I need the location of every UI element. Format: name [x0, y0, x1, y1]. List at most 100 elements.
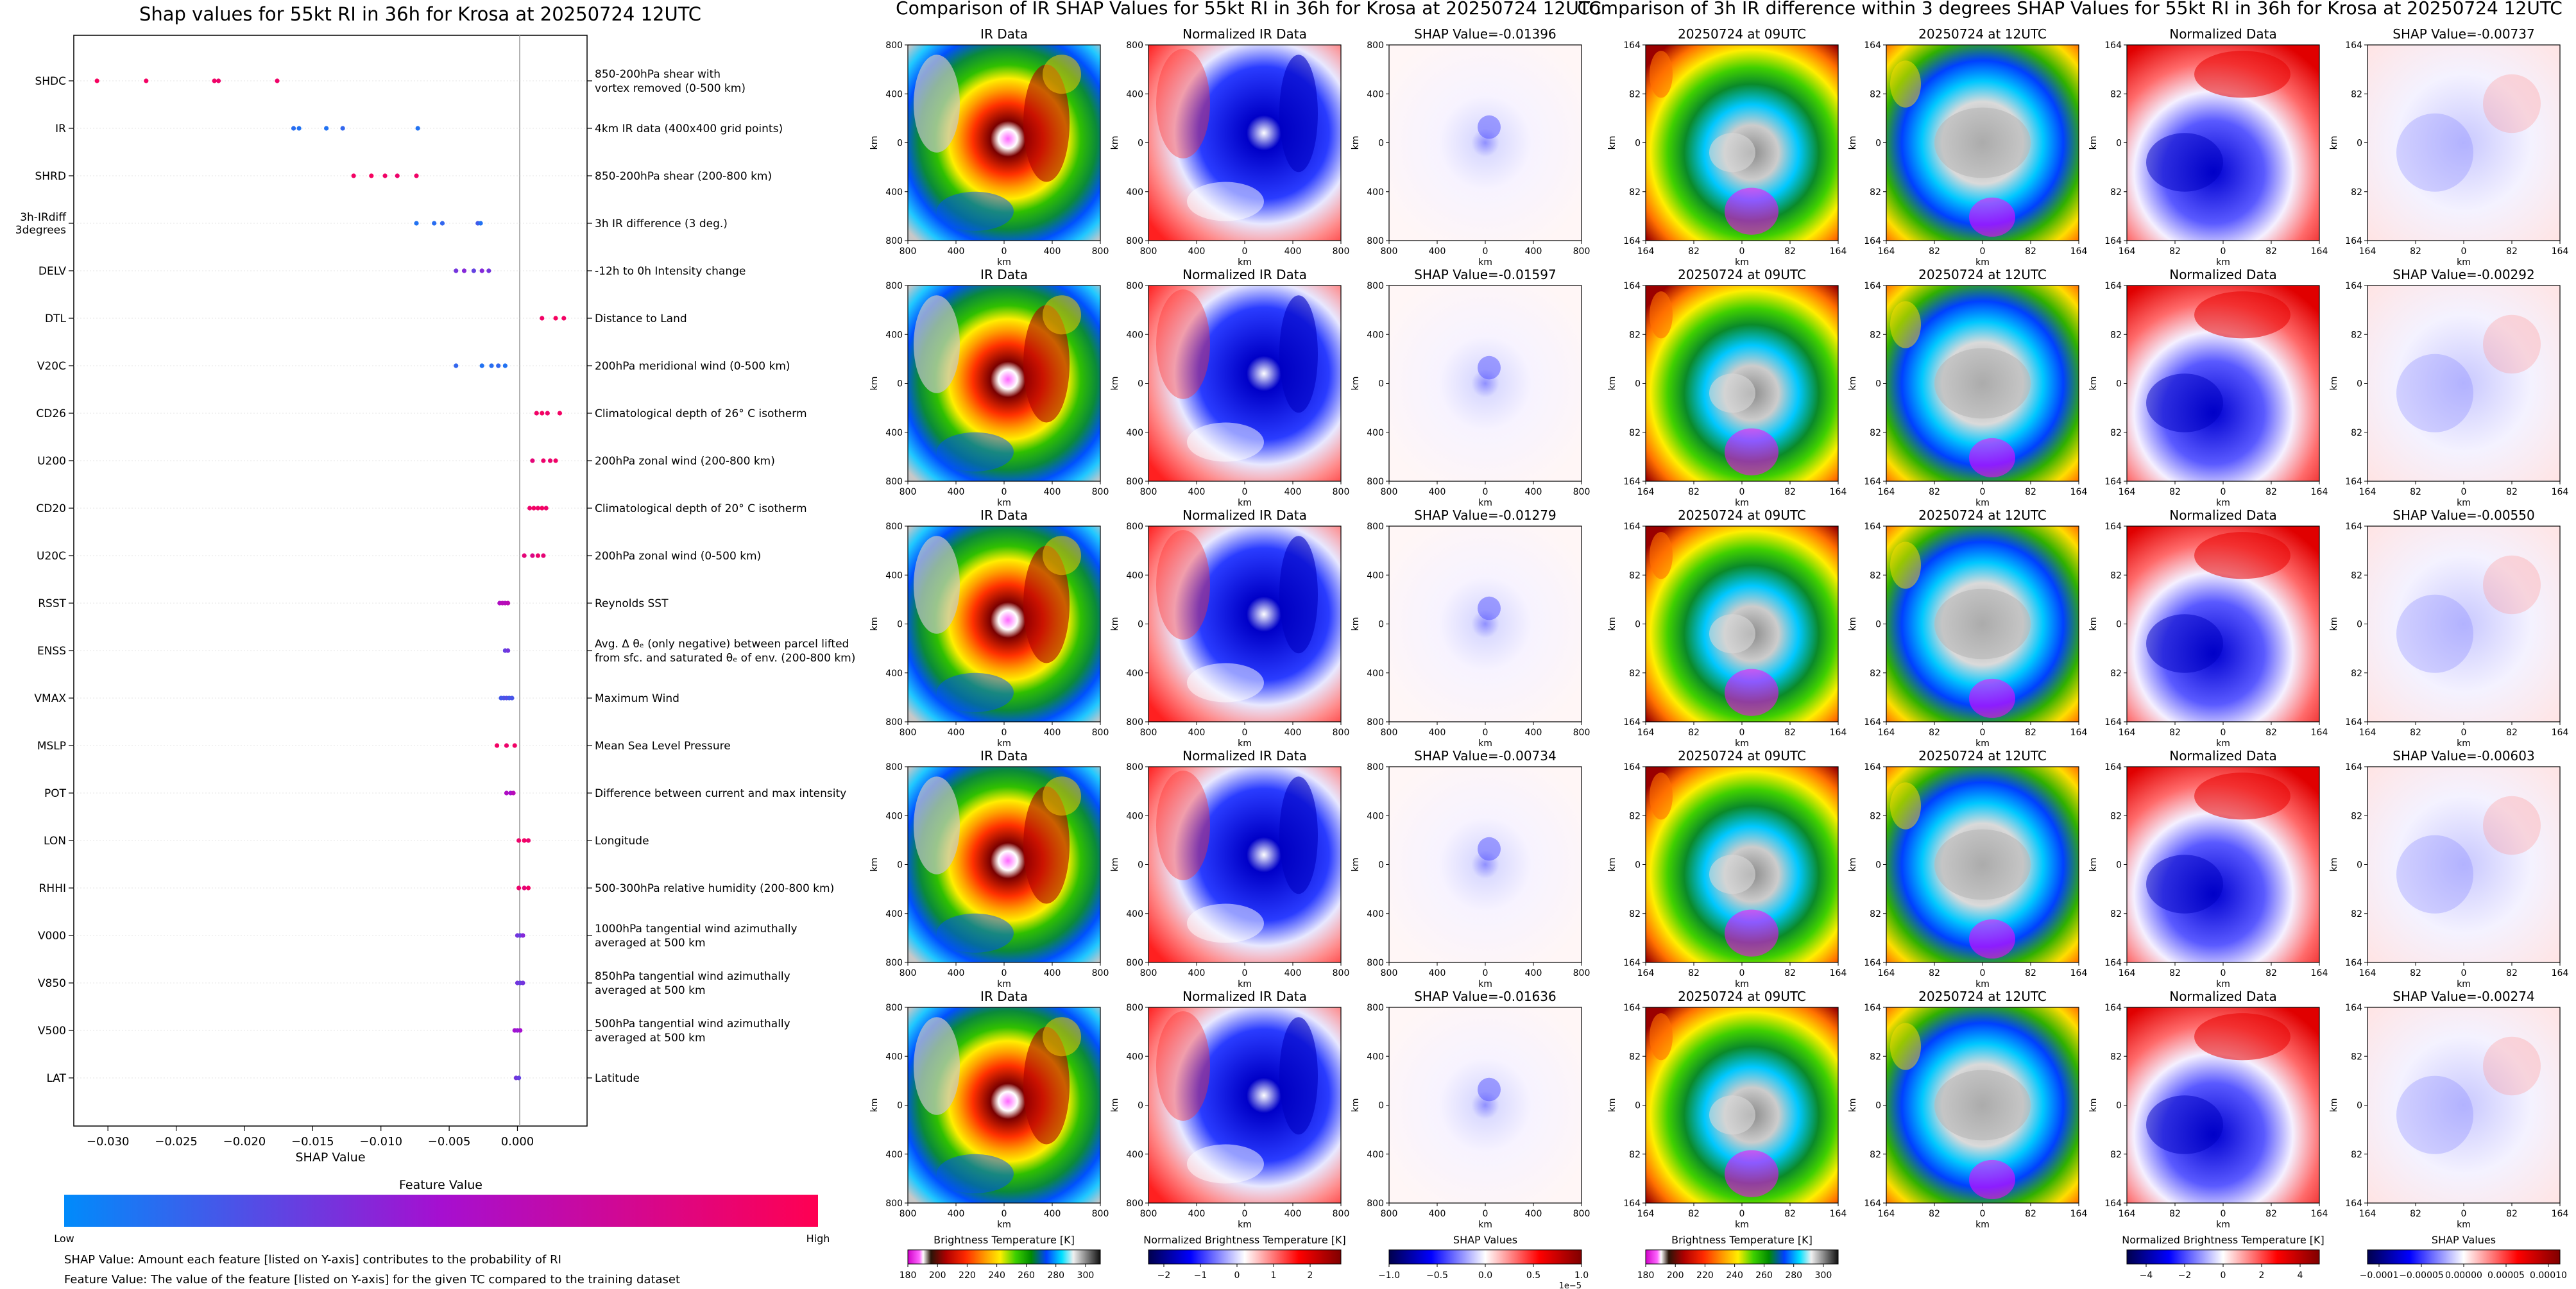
x-tick-label: 0 [1739, 968, 1745, 978]
feature-code-label: SHRD [35, 170, 66, 183]
shap-point [504, 790, 509, 796]
subplot-title: 20250724 at 09UTC [1678, 508, 1806, 523]
y-tick-label: 400 [1367, 89, 1384, 99]
x-tick-label: 800 [900, 1209, 917, 1219]
x-tick-label: 0 [1483, 1209, 1488, 1219]
cloud-feature [1709, 614, 1755, 654]
y-tick-label: 800 [1126, 762, 1143, 773]
cloud-feature [2146, 855, 2223, 914]
feature-description-label: 850hPa tangential wind azimuthally [595, 970, 790, 983]
colorbar-tick-label: −0.0001 [2360, 1270, 2399, 1281]
x-tick-label: 800 [1381, 728, 1398, 738]
shap-point [525, 838, 531, 843]
x-tick-label: 0 [1483, 968, 1488, 978]
y-tick-label: 800 [885, 762, 903, 773]
y-tick-label: 400 [1126, 428, 1143, 438]
y-tick-label: 400 [1367, 428, 1384, 438]
x-tick-label: 800 [1333, 246, 1350, 257]
diff-shap-image [2367, 44, 2561, 241]
cloud-feature [1023, 305, 1070, 423]
y-tick-label: 0 [1138, 1101, 1143, 1111]
shap-point [505, 648, 511, 653]
shap-point [540, 316, 545, 321]
ir-shap-image [1388, 766, 1582, 963]
cloud-feature [1023, 786, 1070, 904]
y-tick-label: 800 [1367, 958, 1384, 968]
x-tick-label: 0 [2461, 487, 2467, 497]
cloud-feature [1023, 64, 1070, 182]
colorbar-tick-label: 180 [1637, 1270, 1655, 1281]
colorbar-tick-label: 280 [1785, 1270, 1802, 1281]
subplot-title: 20250724 at 12UTC [1918, 508, 2047, 523]
subplot-title: IR Data [980, 267, 1028, 282]
x-tick-label: 82 [2169, 968, 2181, 978]
x-tick-label: 82 [2265, 728, 2277, 738]
subplot-title: IR Data [980, 26, 1028, 42]
y-tick-label: 164 [1623, 477, 1641, 487]
colorbar-tick-label: 280 [1047, 1270, 1064, 1281]
y-tick-label: 164 [1864, 1003, 1881, 1013]
x-tick-label: 82 [2265, 246, 2277, 257]
shap-point [547, 458, 553, 463]
y-tick-label: 0 [1875, 139, 1881, 149]
y-tick-label: 82 [2351, 428, 2362, 438]
x-tick-label: 164 [2359, 1209, 2376, 1219]
x-tick-label: 82 [2025, 246, 2036, 257]
y-tick-label: 0 [2357, 620, 2362, 630]
x-tick-label: 400 [1188, 968, 1206, 978]
feature-description-label: 200hPa zonal wind (200-800 km) [595, 455, 775, 468]
y-tick-label: 800 [885, 717, 903, 728]
y-axis-label: km [1848, 617, 1858, 631]
cloud-feature [1709, 855, 1755, 894]
subplot-title: SHAP Value=-0.00737 [2393, 26, 2534, 42]
x-tick-label: 400 [1188, 1209, 1206, 1219]
y-tick-label: 0 [897, 1101, 903, 1111]
cloud-feature [2396, 354, 2473, 432]
cloud-feature [1156, 49, 1210, 158]
colorbar-label: Normalized Brightness Temperature [K] [2122, 1234, 2324, 1246]
cloud-feature [1934, 829, 2031, 900]
x-tick-label: 400 [948, 968, 965, 978]
cloud-feature [2483, 1036, 2541, 1096]
y-tick-label: 82 [1629, 570, 1641, 581]
x-axis-label: km [2457, 979, 2471, 989]
colorbar-tick-label: 2 [1308, 1270, 1313, 1281]
y-tick-label: 82 [2351, 1052, 2362, 1062]
x-tick-label: 800 [1140, 246, 1157, 257]
shap-point [275, 78, 280, 83]
x-tick-label: 0 [1980, 487, 1986, 497]
y-tick-label: 82 [2110, 89, 2122, 99]
shap-point [522, 553, 527, 558]
y-tick-label: 164 [2345, 236, 2362, 246]
y-tick-label: 400 [1367, 570, 1384, 581]
y-tick-label: 400 [1367, 330, 1384, 340]
x-tick-label: 0 [2461, 968, 2467, 978]
y-tick-label: 164 [2345, 958, 2362, 968]
y-tick-label: 0 [1138, 860, 1143, 871]
y-tick-label: 164 [2345, 477, 2362, 487]
x-tick-label: 164 [2070, 487, 2088, 497]
y-tick-label: 0 [1138, 379, 1143, 389]
y-tick-label: 82 [1870, 669, 1881, 679]
y-axis-label: km [1607, 858, 1617, 872]
colorbar-tick-label: 220 [959, 1270, 976, 1281]
x-tick-label: 164 [2359, 246, 2376, 257]
cloud-feature [937, 1154, 1014, 1193]
cloud-feature [1890, 542, 1921, 589]
y-tick-label: 400 [885, 669, 903, 679]
y-tick-label: 0 [897, 620, 903, 630]
shap-point [516, 838, 522, 843]
y-tick-label: 164 [2345, 1003, 2362, 1013]
y-tick-label: 0 [897, 139, 903, 149]
cloud-feature [914, 776, 960, 875]
x-tick-label: 400 [1525, 968, 1542, 978]
cloud-feature [1043, 536, 1081, 576]
y-tick-label: 800 [1367, 281, 1384, 291]
x-tick-label: 164 [1878, 728, 1895, 738]
feature-description-label: 200hPa zonal wind (0-500 km) [595, 550, 761, 563]
x-tick-label: 0 [2221, 728, 2226, 738]
y-tick-label: 800 [885, 1199, 903, 1209]
subplot-title: Normalized Data [2169, 267, 2277, 282]
y-tick-label: 164 [1864, 281, 1881, 291]
cloud-feature [2396, 594, 2473, 673]
